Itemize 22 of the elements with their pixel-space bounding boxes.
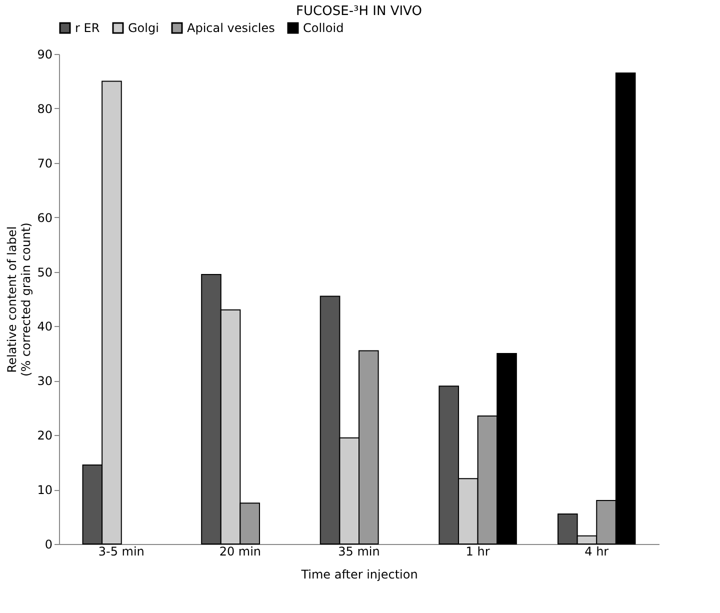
y-tick-label: 30: [37, 374, 52, 388]
legend-label: r ER: [75, 21, 100, 35]
legend-label: Golgi: [128, 21, 159, 35]
x-tick-label: 4 hr: [584, 544, 609, 558]
y-tick-label: 20: [37, 428, 52, 443]
y-tick-label: 60: [37, 210, 52, 225]
y-axis-title: Relative content of label (% corrected grain count): [5, 222, 34, 376]
x-tick-label: 3-5 min: [98, 544, 144, 558]
y-tick-label: 80: [37, 102, 52, 116]
y-tick-label: 10: [37, 483, 52, 498]
y-tick-label: 50: [37, 265, 52, 280]
y-tick-label: 0: [44, 538, 52, 552]
x-tick-label: 1 hr: [466, 544, 490, 558]
chart-title: FUCOSE-³H IN VIVO: [296, 4, 422, 19]
legend-label: Colloid: [303, 21, 344, 35]
legend-label: Apical vesicles: [187, 21, 275, 35]
y-tick-label: 70: [37, 156, 52, 170]
x-tick-label: 20 min: [219, 544, 262, 558]
y-tick-label: 90: [37, 48, 52, 62]
y-tick-label: 40: [37, 320, 52, 334]
x-axis-title: Time after injection: [300, 568, 418, 582]
x-tick-label: 35 min: [338, 544, 380, 558]
